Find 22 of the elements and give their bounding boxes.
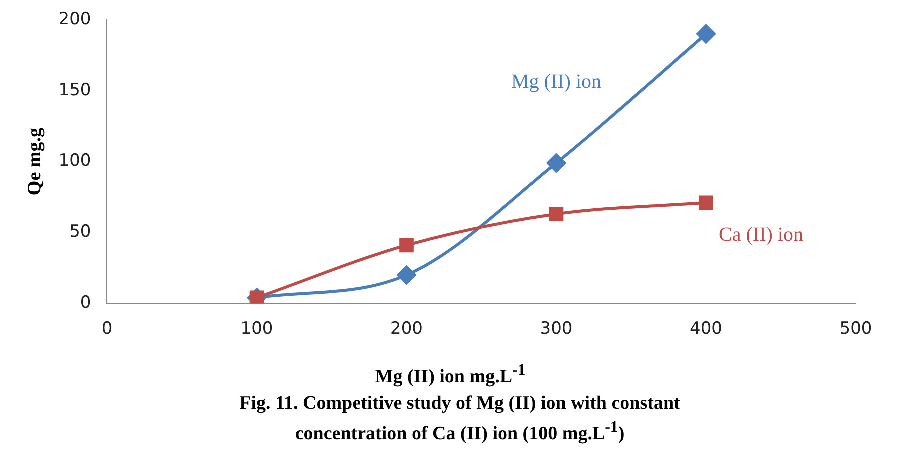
- y-axis-title: Qe mg.g: [24, 128, 46, 196]
- text: Fig. 11. Competitive study of Mg (II) ion with constant concentration of Ca (II) ion (100 mg.L$^{-1}$): [238, 392, 682, 446]
- point: [549, 207, 564, 222]
- x-tick-label: 200: [390, 319, 423, 340]
- x-tick-label: 500: [840, 319, 872, 340]
- x-tick-label: 300: [540, 319, 573, 340]
- y-tick-label: 0: [80, 293, 92, 314]
- point: [699, 196, 714, 210]
- y-tick-label: 100: [58, 151, 92, 172]
- point: [397, 266, 416, 285]
- x-tick-label: 100: [240, 319, 274, 340]
- point: [696, 24, 716, 44]
- x-tick-label: 400: [690, 319, 722, 340]
- y-tick-label: 150: [58, 80, 92, 100]
- y-tick-label: 200: [58, 9, 92, 30]
- x-tick-label: 0: [102, 319, 113, 340]
- series-label: Mg (II) ion: [512, 71, 602, 94]
- point: [400, 238, 414, 253]
- x-axis-title: Mg (II) ion mg.L$^{-1}$: [374, 362, 527, 388]
- y-tick-label: 50: [70, 222, 92, 242]
- point: [547, 154, 566, 173]
- series-label: Ca (II) ion: [719, 224, 804, 246]
